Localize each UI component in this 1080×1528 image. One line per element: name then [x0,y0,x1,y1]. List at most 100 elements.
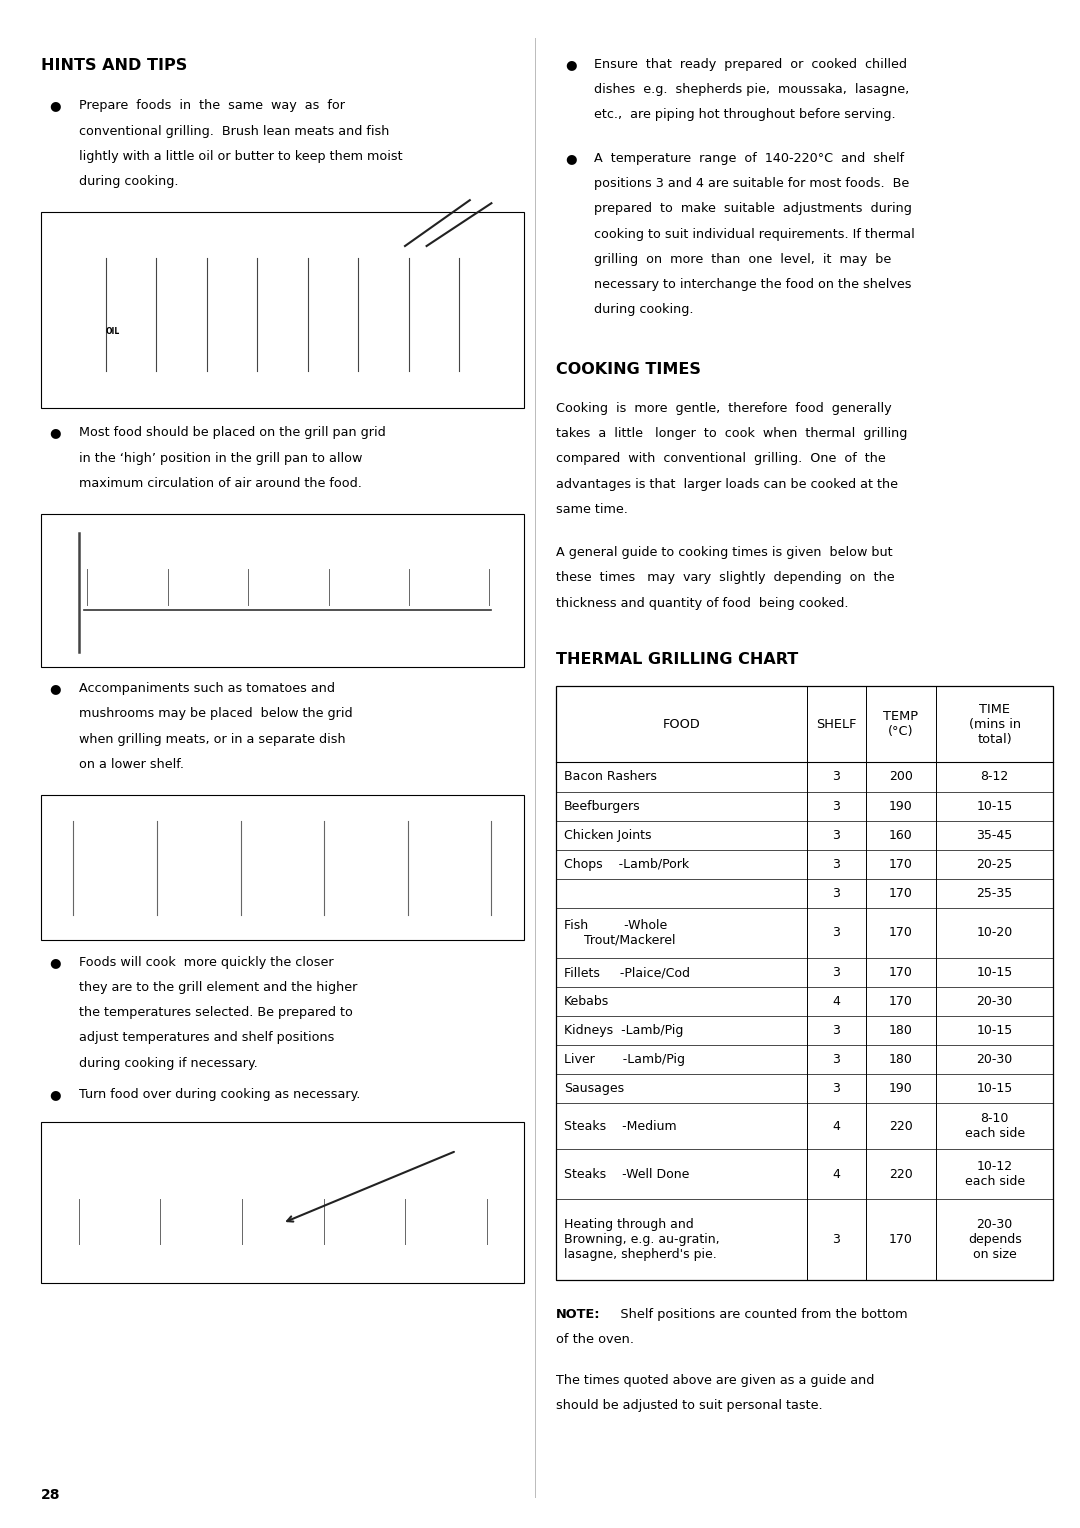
Text: Sausages: Sausages [564,1082,624,1096]
Text: cooking to suit individual requirements. If thermal: cooking to suit individual requirements.… [594,228,915,241]
FancyBboxPatch shape [95,238,470,374]
Ellipse shape [188,840,248,895]
Text: COOKING TIMES: COOKING TIMES [556,362,701,377]
Bar [65,1140,500,1268]
Text: Ensure  that  ready  prepared  or  cooked  chilled: Ensure that ready prepared or cooked chi… [594,58,907,72]
Text: ●: ● [50,681,62,695]
Text: necessary to interchange the food on the shelves: necessary to interchange the food on the… [594,278,912,292]
Text: 3: 3 [833,886,840,900]
Text: Cooking  is  more  gentle,  therefore  food  generally: Cooking is more gentle, therefore food g… [556,402,892,416]
Text: Chicken Joints: Chicken Joints [564,828,651,842]
Text: Prepare  foods  in  the  same  way  as  for: Prepare foods in the same way as for [79,99,345,113]
Text: thickness and quantity of food  being cooked.: thickness and quantity of food being coo… [556,597,849,610]
Bar [84,568,491,610]
Text: 170: 170 [889,966,913,979]
Text: 180: 180 [889,1024,913,1038]
Text: 170: 170 [889,995,913,1008]
Text: 170: 170 [889,857,913,871]
Text: ●: ● [565,153,577,165]
Text: ●: ● [50,1088,62,1102]
Text: 4: 4 [833,1167,840,1181]
Text: conventional grilling.  Brush lean meats and fish: conventional grilling. Brush lean meats … [79,124,389,138]
Text: Bacon Rashers: Bacon Rashers [564,770,657,784]
Text: 20-30
depends
on size: 20-30 depends on size [968,1218,1022,1262]
Text: 8-12: 8-12 [981,770,1009,784]
Text: advantages is that  larger loads can be cooked at the: advantages is that larger loads can be c… [556,478,899,490]
Text: same time.: same time. [556,503,629,516]
Text: positions 3 and 4 are suitable for most foods.  Be: positions 3 and 4 are suitable for most … [594,177,909,191]
Text: Fillets     -Plaice/Cod: Fillets -Plaice/Cod [564,966,690,979]
Text: Steaks    -Medium: Steaks -Medium [564,1120,676,1132]
Text: Chops    -Lamb/Pork: Chops -Lamb/Pork [564,857,689,871]
Text: SHELF: SHELF [816,718,856,730]
Text: grilling  on  more  than  one  level,  it  may  be: grilling on more than one level, it may … [594,252,891,266]
Text: 10-12
each side: 10-12 each side [964,1160,1025,1189]
Bar [68,813,497,921]
Text: 20-30: 20-30 [976,995,1013,1008]
Text: lightly with a little oil or butter to keep them moist: lightly with a little oil or butter to k… [79,150,403,163]
Text: 160: 160 [889,828,913,842]
Text: 3: 3 [833,1082,840,1096]
Text: FOOD: FOOD [663,718,701,730]
Text: these  times   may  vary  slightly  depending  on  the: these times may vary slightly depending … [556,571,895,585]
Text: 4: 4 [833,1120,840,1132]
Text: 10-20: 10-20 [976,926,1013,940]
Text: 3: 3 [833,857,840,871]
Bar [76,1198,489,1248]
Text: Liver       -Lamb/Pig: Liver -Lamb/Pig [564,1053,685,1067]
Text: 190: 190 [889,799,913,813]
Text: in the ‘high’ position in the grill pan to allow: in the ‘high’ position in the grill pan … [79,451,362,465]
Text: 28: 28 [41,1488,60,1502]
Text: 20-30: 20-30 [976,1053,1013,1067]
Text: 8-10
each side: 8-10 each side [964,1112,1025,1140]
Text: HINTS AND TIPS: HINTS AND TIPS [41,58,187,73]
Text: 220: 220 [889,1167,913,1181]
Text: Fish         -Whole
     Trout/Mackerel: Fish -Whole Trout/Mackerel [564,918,675,947]
Text: 3: 3 [833,828,840,842]
FancyBboxPatch shape [41,212,524,408]
Text: 3: 3 [833,1233,840,1247]
Text: Most food should be placed on the grill pan grid: Most food should be placed on the grill … [79,426,386,440]
Text: maximum circulation of air around the food.: maximum circulation of air around the fo… [79,477,362,490]
Text: during cooking if necessary.: during cooking if necessary. [79,1057,258,1070]
Text: NOTE:: NOTE: [556,1308,600,1322]
Text: ●: ● [50,957,62,969]
Text: 10-15: 10-15 [976,966,1013,979]
Text: 3: 3 [833,1024,840,1038]
Text: ●: ● [50,99,62,113]
Text: 170: 170 [889,1233,913,1247]
Text: 4: 4 [833,995,840,1008]
Text: 10-15: 10-15 [976,1082,1013,1096]
Text: 20-25: 20-25 [976,857,1013,871]
Text: Heating through and
Browning, e.g. au-gratin,
lasagne, shepherd's pie.: Heating through and Browning, e.g. au-gr… [564,1218,719,1262]
Text: 35-45: 35-45 [976,828,1013,842]
Text: Accompaniments such as tomatoes and: Accompaniments such as tomatoes and [79,681,335,695]
Text: takes  a  little   longer  to  cook  when  thermal  grilling: takes a little longer to cook when therm… [556,426,907,440]
Text: A general guide to cooking times is given  below but: A general guide to cooking times is give… [556,547,893,559]
Text: they are to the grill element and the higher: they are to the grill element and the hi… [79,981,357,995]
Text: Beefburgers: Beefburgers [564,799,640,813]
Text: 10-15: 10-15 [976,1024,1013,1038]
Text: on a lower shelf.: on a lower shelf. [79,758,184,772]
Text: when grilling meats, or in a separate dish: when grilling meats, or in a separate di… [79,733,346,746]
Text: OIL: OIL [105,327,120,336]
Text: 3: 3 [833,770,840,784]
Text: 3: 3 [833,799,840,813]
Text: Kidneys  -Lamb/Pig: Kidneys -Lamb/Pig [564,1024,684,1038]
Text: 3: 3 [833,926,840,940]
Ellipse shape [323,851,370,897]
Text: 220: 220 [889,1120,913,1132]
Text: Foods will cook  more quickly the closer: Foods will cook more quickly the closer [79,957,334,969]
Bar [100,301,124,362]
Text: should be adjusted to suit personal taste.: should be adjusted to suit personal tast… [556,1398,823,1412]
Text: 3: 3 [833,966,840,979]
Text: TEMP
(°C): TEMP (°C) [883,711,919,738]
Text: the temperatures selected. Be prepared to: the temperatures selected. Be prepared t… [79,1005,353,1019]
Text: etc.,  are piping hot throughout before serving.: etc., are piping hot throughout before s… [594,108,895,122]
Text: THERMAL GRILLING CHART: THERMAL GRILLING CHART [556,652,798,668]
Text: of the oven.: of the oven. [556,1334,634,1346]
Text: dishes  e.g.  shepherds pie,  moussaka,  lasagne,: dishes e.g. shepherds pie, moussaka, las… [594,83,909,96]
Text: 180: 180 [889,1053,913,1067]
Text: A  temperature  range  of  140-220°C  and  shelf: A temperature range of 140-220°C and she… [594,153,904,165]
Text: ●: ● [565,58,577,72]
